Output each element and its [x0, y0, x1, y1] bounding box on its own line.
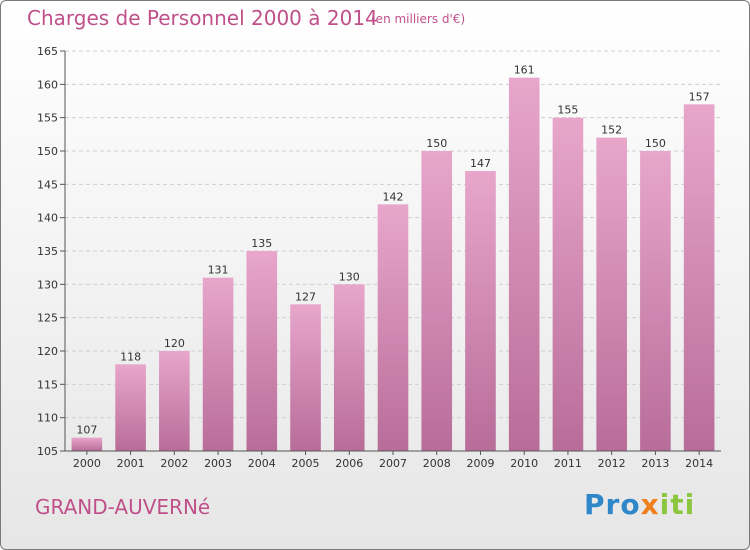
x-tick-label: 2009	[466, 457, 494, 470]
bar	[333, 284, 365, 451]
data-label: 135	[251, 237, 272, 250]
bar	[202, 277, 234, 451]
data-label: 130	[339, 270, 360, 283]
x-tick-label: 2005	[292, 457, 320, 470]
logo-part-2: x	[640, 488, 660, 521]
chart-subtitle: (en milliers d'€)	[371, 12, 466, 26]
bar	[71, 437, 103, 451]
bar	[159, 351, 190, 451]
y-tick-label: 105	[37, 445, 58, 458]
data-label: 161	[514, 64, 535, 77]
y-tick-label: 140	[37, 212, 58, 225]
bar	[115, 364, 146, 451]
bar	[421, 151, 453, 451]
x-tick-label: 2011	[554, 457, 582, 470]
x-tick-label: 2004	[248, 457, 276, 470]
data-label: 107	[76, 424, 97, 437]
x-tick-label: 2008	[423, 457, 451, 470]
data-label: 152	[601, 124, 622, 137]
data-label: 155	[557, 104, 578, 117]
y-tick-label: 160	[37, 78, 58, 91]
data-label: 118	[120, 350, 141, 363]
bar	[640, 151, 671, 451]
bar	[508, 77, 540, 452]
logo-part-1: Pro	[584, 488, 641, 521]
x-tick-label: 2002	[160, 457, 188, 470]
commune-name: GRAND-AUVERNé	[35, 495, 211, 519]
data-label: 150	[645, 137, 666, 150]
y-tick-label: 145	[37, 178, 58, 191]
x-tick-label: 2013	[641, 457, 669, 470]
bar	[596, 137, 627, 451]
x-tick-label: 2000	[73, 457, 101, 470]
bar	[552, 117, 584, 452]
y-tick-label: 115	[37, 378, 58, 391]
chart-title: Charges de Personnel 2000 à 2014	[27, 6, 378, 30]
data-label: 131	[208, 264, 229, 277]
x-tick-label: 2003	[204, 457, 232, 470]
data-label: 142	[383, 190, 404, 203]
logo-part-3: iti	[659, 488, 696, 521]
y-tick-label: 120	[37, 345, 58, 358]
y-tick-label: 110	[37, 412, 58, 425]
data-label: 150	[426, 137, 447, 150]
x-tick-label: 2010	[510, 457, 538, 470]
x-tick-label: 2012	[598, 457, 626, 470]
x-tick-label: 2014	[685, 457, 713, 470]
x-tick-label: 2007	[379, 457, 407, 470]
bar	[465, 171, 496, 451]
bar	[683, 104, 715, 451]
y-tick-label: 155	[37, 112, 58, 125]
x-tick-label: 2006	[335, 457, 363, 470]
y-tick-label: 165	[37, 45, 58, 58]
proxiti-logo: Proxiti	[584, 488, 695, 521]
bar	[290, 304, 321, 451]
bar	[246, 251, 278, 451]
y-tick-label: 150	[37, 145, 58, 158]
data-label: 127	[295, 290, 316, 303]
y-tick-label: 125	[37, 312, 58, 325]
data-label: 120	[164, 337, 185, 350]
y-tick-label: 130	[37, 278, 58, 291]
x-tick-label: 2001	[117, 457, 145, 470]
y-tick-label: 135	[37, 245, 58, 258]
data-label: 157	[689, 90, 710, 103]
data-label: 147	[470, 157, 491, 170]
bar	[377, 204, 409, 451]
